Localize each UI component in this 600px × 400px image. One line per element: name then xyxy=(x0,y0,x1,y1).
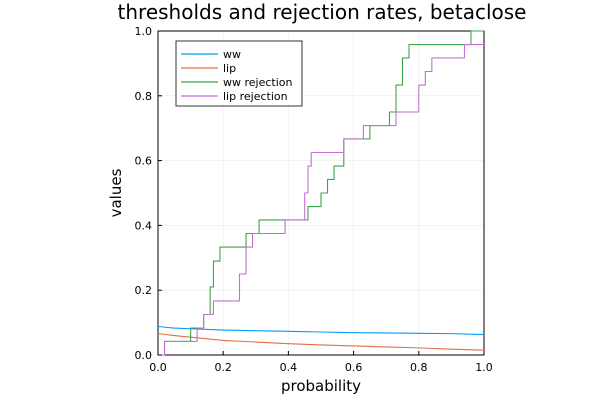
legend-label-lip-rejection: lip rejection xyxy=(223,90,288,103)
x-tick-label: 0.2 xyxy=(214,361,232,374)
x-axis-label: probability xyxy=(281,377,361,395)
x-tick-label: 0.4 xyxy=(280,361,298,374)
series-line-ww-rejection xyxy=(158,30,484,356)
series-line-ww xyxy=(157,325,485,336)
chart-title: thresholds and rejection rates, betaclos… xyxy=(118,0,527,24)
x-tick-label: 1.0 xyxy=(475,361,493,374)
y-tick-label: 0.2 xyxy=(135,284,153,297)
legend-box xyxy=(175,40,303,107)
legend-label-ww-rejection: ww rejection xyxy=(223,76,293,89)
y-tick-label: 0.6 xyxy=(135,155,153,168)
series-line-lip xyxy=(157,333,485,351)
x-tick-label: 0.0 xyxy=(149,361,167,374)
y-tick-label: 0.0 xyxy=(135,349,153,362)
y-tick-label: 0.8 xyxy=(135,90,153,103)
y-axis-label: values xyxy=(107,168,125,217)
series-line-lip-rejection xyxy=(158,44,484,356)
x-tick-label: 0.6 xyxy=(345,361,363,374)
ticks: 0.0 0.2 0.4 0.6 0.8 1.0 0.0 0.2 0.4 0.6 0.8 1.0 xyxy=(135,25,493,374)
y-tick-label: 1.0 xyxy=(135,25,153,38)
plot-frame xyxy=(157,30,485,356)
legend-label-ww: ww xyxy=(223,48,241,61)
series-layer xyxy=(157,30,485,356)
x-tick-label: 0.8 xyxy=(410,361,428,374)
y-tick-label: 0.4 xyxy=(135,219,153,232)
legend-label-lip: lip xyxy=(223,62,236,75)
